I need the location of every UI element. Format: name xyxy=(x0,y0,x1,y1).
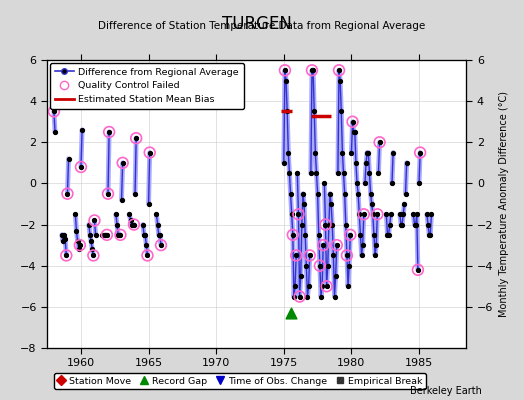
Point xyxy=(308,67,316,74)
Point xyxy=(130,221,138,228)
Point xyxy=(294,211,303,218)
Point xyxy=(116,232,125,238)
Point xyxy=(296,293,304,300)
Point xyxy=(105,129,113,135)
Text: Berkeley Earth: Berkeley Earth xyxy=(410,386,482,396)
Point xyxy=(157,242,165,248)
Point xyxy=(414,267,422,273)
Title: TURGEN: TURGEN xyxy=(222,16,292,34)
Point xyxy=(321,221,330,228)
Point xyxy=(333,242,341,248)
Point xyxy=(343,252,351,259)
Point xyxy=(75,242,84,248)
Legend: Station Move, Record Gap, Time of Obs. Change, Empirical Break: Station Move, Record Gap, Time of Obs. C… xyxy=(54,373,426,389)
Point xyxy=(89,252,97,259)
Point xyxy=(50,108,58,115)
Point xyxy=(359,211,368,218)
Point xyxy=(416,149,424,156)
Point xyxy=(373,211,381,218)
Point xyxy=(315,262,324,269)
Point xyxy=(63,190,72,197)
Point xyxy=(90,217,99,224)
Point xyxy=(143,252,151,259)
Point xyxy=(335,67,343,74)
Point xyxy=(77,164,85,170)
Point xyxy=(104,190,112,197)
Point xyxy=(322,283,331,290)
Point xyxy=(346,232,355,238)
Point xyxy=(118,160,127,166)
Text: Difference of Station Temperature Data from Regional Average: Difference of Station Temperature Data f… xyxy=(99,21,425,31)
Point xyxy=(292,252,300,259)
Point xyxy=(375,139,384,146)
Point xyxy=(289,232,297,238)
Point xyxy=(132,135,140,141)
Point xyxy=(62,252,71,259)
Point xyxy=(281,67,289,74)
Point xyxy=(319,242,328,248)
Point xyxy=(287,310,295,316)
Point xyxy=(348,118,357,125)
Y-axis label: Monthly Temperature Anomaly Difference (°C): Monthly Temperature Anomaly Difference (… xyxy=(499,91,509,317)
Point xyxy=(305,252,314,259)
Point xyxy=(103,232,111,238)
Point xyxy=(146,149,154,156)
